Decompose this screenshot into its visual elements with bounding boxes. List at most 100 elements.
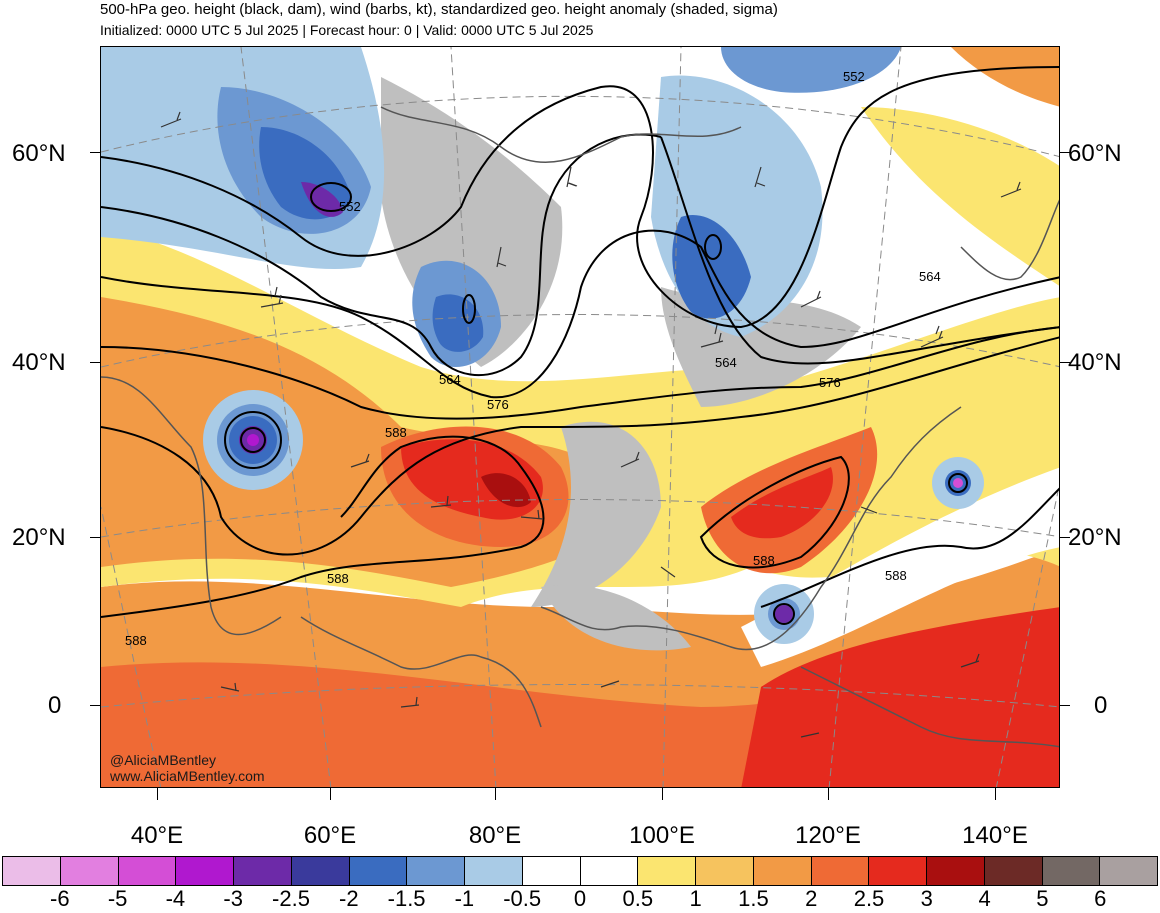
anomaly-region (301, 182, 343, 217)
anomaly-region (247, 434, 259, 446)
contour-label: 564 (439, 372, 461, 387)
colorbar-label: 2 (805, 886, 818, 911)
anomaly-region (775, 605, 793, 623)
colorbar-label: 3 (920, 886, 933, 911)
colorbar-swatch (3, 857, 61, 885)
colorbar-label: 1 (689, 886, 702, 911)
colorbar-swatch (811, 857, 870, 885)
anomaly-region (432, 294, 484, 352)
colorbar-label: -2 (339, 886, 359, 911)
contour-label: 552 (843, 69, 865, 84)
chart-subtitle: Initialized: 0000 UTC 5 Jul 2025 | Forec… (100, 22, 594, 38)
anomaly-region (741, 607, 1059, 787)
lon-tick (828, 788, 829, 800)
anomaly-region (953, 478, 963, 488)
colorbar-label: -1 (454, 886, 475, 911)
colorbar-label: 0.5 (622, 886, 654, 911)
anomaly-region (741, 467, 1059, 667)
contour-label: 552 (339, 199, 361, 214)
lat-label-right: 20°N (1068, 524, 1122, 551)
lat-label-left: 0 (48, 692, 62, 719)
anomaly-region (541, 585, 691, 651)
contour-label: 588 (885, 568, 907, 583)
colorbar-swatch (118, 857, 177, 885)
contour-labels: 552 552 564 564 564 576 576 588 588 588 … (125, 69, 941, 648)
colorbar-swatch (60, 857, 119, 885)
lat-tick (1060, 537, 1070, 538)
anomaly-region (951, 47, 1059, 107)
contour-label: 588 (753, 553, 775, 568)
colorbar-label: -6 (50, 886, 70, 911)
lat-tick (90, 537, 100, 538)
colorbar-swatch (696, 857, 754, 885)
colorbar-label: -0.5 (503, 886, 542, 911)
colorbar-swatch (580, 857, 639, 885)
credit-site: www.AliciaMBentley.com (110, 768, 265, 784)
anomaly-region (481, 473, 531, 508)
lat-label-left: 20°N (12, 524, 66, 551)
contour-label: 588 (125, 633, 147, 648)
colorbar-swatch (522, 857, 581, 885)
lon-label: 120°E (795, 822, 861, 849)
colorbar-label: 1.5 (738, 886, 769, 911)
colorbar-swatch (927, 857, 985, 885)
colorbar-swatch (638, 857, 696, 885)
lat-tick (1060, 152, 1070, 153)
lat-label-left: 40°N (12, 349, 66, 376)
contour-label: 564 (715, 355, 737, 370)
colorbar-label: -3 (223, 886, 243, 911)
colorbar-label: -1.5 (387, 886, 426, 911)
lat-tick (1060, 362, 1070, 363)
map-panel: 552 552 564 564 564 576 576 588 588 588 … (100, 46, 1060, 788)
colorbar-swatch (984, 857, 1043, 885)
contour-label: 588 (327, 571, 349, 586)
colorbar-swatch (407, 857, 465, 885)
colorbar-label: 0 (573, 886, 587, 911)
lat-label-right: 60°N (1068, 140, 1122, 167)
graticule (101, 47, 1059, 787)
lon-tick (157, 788, 158, 800)
map-graphics: 552 552 564 564 564 576 576 588 588 588 … (101, 47, 1059, 787)
anomaly-region (721, 47, 901, 93)
lon-label: 140°E (962, 822, 1028, 849)
lat-label-right: 0 (1094, 692, 1108, 719)
colorbar-swatch (234, 857, 292, 885)
colorbar-label: -2.5 (272, 886, 310, 911)
colorbar-label: 6 (1094, 886, 1107, 911)
colorbar-swatch (753, 857, 812, 885)
anomaly-region (731, 467, 833, 539)
credit-handle: @AliciaMBentley (110, 752, 217, 768)
lon-label: 100°E (629, 822, 695, 849)
colorbar (2, 856, 1158, 886)
contour-label: 588 (385, 425, 407, 440)
wind-barbs (160, 111, 1022, 738)
colorbar-swatch (869, 857, 927, 885)
colorbar-swatch (349, 857, 408, 885)
lon-tick (662, 788, 663, 800)
contour-label: 576 (819, 375, 841, 390)
colorbar-swatch (465, 857, 523, 885)
closed-low-contours (224, 182, 968, 625)
lon-tick (330, 788, 331, 800)
height-contours (101, 66, 1059, 618)
lat-tick (90, 362, 100, 363)
chart-title: 500-hPa geo. height (black, dam), wind (… (100, 1, 778, 18)
contour-label: 576 (487, 397, 509, 412)
anomaly-region (861, 107, 1059, 286)
lat-tick (1060, 705, 1070, 706)
colorbar-label: 4 (978, 886, 991, 911)
lat-label-left: 60°N (12, 140, 66, 167)
lat-tick (90, 705, 100, 706)
colorbar-label: -4 (165, 886, 186, 911)
coastlines (101, 106, 1059, 748)
lat-label-right: 40°N (1068, 349, 1122, 376)
colorbar-label: 5 (1036, 886, 1049, 911)
anomaly-region (531, 421, 661, 607)
lon-tick (995, 788, 996, 800)
colorbar-swatch (291, 857, 350, 885)
lon-label: 80°E (468, 822, 522, 849)
contour-label: 564 (919, 269, 941, 284)
colorbar-label: 2.5 (853, 886, 885, 911)
lat-tick (90, 152, 100, 153)
lon-label: 40°E (130, 822, 184, 849)
